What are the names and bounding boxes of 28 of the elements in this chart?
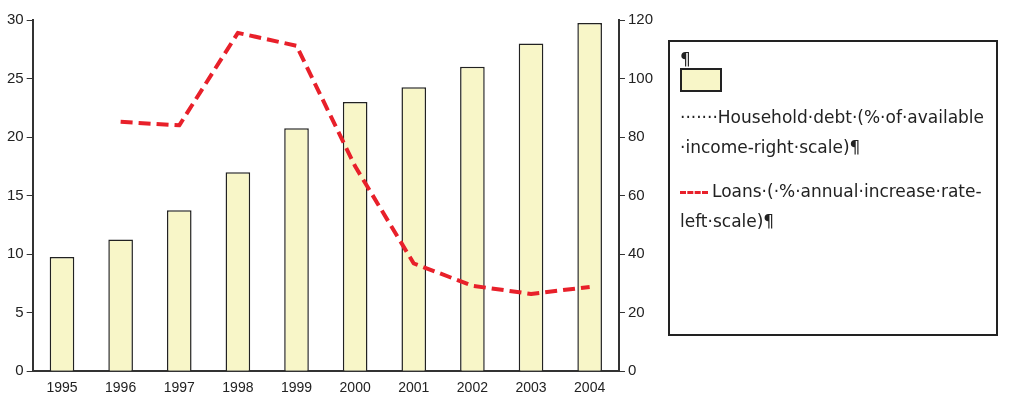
x-tick-label: 1995 [46,379,78,396]
text: ·······Household·debt·(%·of·available·income-right·scale)¶ [680,107,985,157]
y-tick-label: 30 [7,10,24,28]
y-tick-label: 20 [7,127,24,145]
x-tick-label: 1996 [105,379,137,396]
y-tick-label: 5 [15,302,24,320]
x-tick-label: 1998 [222,379,254,396]
y-tick-label: 0 [15,361,24,379]
x-tick-label: 2001 [398,379,430,396]
y-tick-label: 15 [7,185,24,203]
legend-label: Loans·(·%·annual·increase·rate-left·scale)¶ [680,181,982,231]
text: ¶ [680,49,692,69]
y2-tick-label: 80 [627,127,645,145]
y-tick-label: 25 [7,68,24,86]
x-tick-label: 2003 [515,379,547,396]
y2-tick-label: 40 [627,244,645,262]
y-tick-label: 10 [7,244,24,262]
x-tick-label: 2004 [574,379,606,396]
y2-tick-label: 20 [627,302,645,320]
y2-tick-label: 60 [627,185,645,203]
x-tick-label: 1999 [280,379,313,396]
y2-tick-label: 0 [627,361,637,379]
x-tick-label: 2000 [339,379,371,396]
line-series [118,30,592,296]
x-tick-label: 1997 [163,379,196,396]
x-tick-label: 2002 [456,379,489,396]
y2-tick-label: 100 [627,68,653,86]
y2-tick-label: 120 [627,10,653,28]
